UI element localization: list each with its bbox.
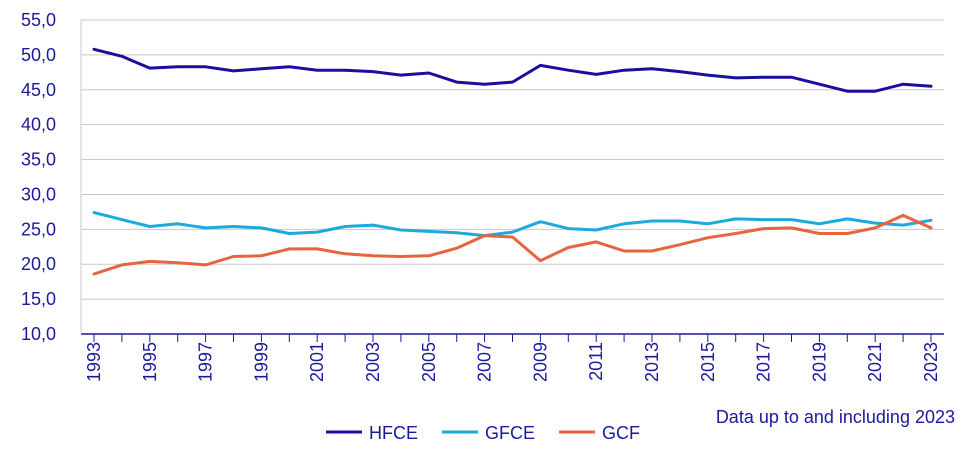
x-tick-label: 1997	[196, 342, 216, 382]
x-tick-label: 1993	[84, 342, 104, 382]
x-tick-label: 2001	[307, 342, 327, 382]
gridlines	[81, 19, 944, 300]
x-tick-label: 2017	[754, 342, 774, 382]
legend-label-gcf: GCF	[602, 423, 640, 443]
x-tick-label: 2007	[475, 342, 495, 382]
series-lines	[92, 47, 933, 276]
y-tick-label: 15,0	[21, 289, 56, 309]
y-tick-label: 40,0	[21, 115, 56, 135]
series-line-gcf	[92, 213, 933, 276]
series-line-hfce	[92, 47, 933, 93]
x-tick-label: 2019	[809, 342, 829, 382]
series-line-gfce	[92, 211, 933, 238]
y-axis-ticks: 10,0 15,0 20,0 25,0 30,0 35,0 40,0 45,0 50,0 55,0	[21, 10, 56, 344]
x-tick-label: 2023	[921, 342, 941, 382]
x-tick-label: 2013	[642, 342, 662, 382]
y-tick-label: 55,0	[21, 10, 56, 30]
y-tick-label: 35,0	[21, 150, 56, 170]
x-axis-ticks: 1993 1995 1997 1999 2001 2003 2005 2007 2009 2011…	[84, 334, 941, 382]
data-note: Data up to and including 2023	[716, 407, 955, 427]
y-tick-label: 20,0	[21, 254, 56, 274]
x-tick-label: 1999	[251, 342, 271, 382]
legend-label-gfce: GFCE	[485, 423, 535, 443]
y-tick-label: 25,0	[21, 219, 56, 239]
x-tick-label: 2011	[586, 342, 606, 381]
y-tick-label: 50,0	[21, 45, 56, 65]
legend-label-hfce: HFCE	[369, 423, 418, 443]
legend: HFCE GFCE GCF	[326, 423, 640, 443]
x-tick-label: 2003	[363, 342, 383, 382]
y-tick-label: 10,0	[21, 324, 56, 344]
x-tick-label: 1995	[140, 342, 160, 382]
x-tick-label: 2009	[530, 342, 550, 382]
x-tick-label: 2021	[865, 342, 885, 382]
x-tick-label: 2015	[698, 342, 718, 382]
y-tick-label: 30,0	[21, 184, 56, 204]
y-tick-label: 45,0	[21, 80, 56, 100]
x-tick-label: 2005	[419, 342, 439, 382]
